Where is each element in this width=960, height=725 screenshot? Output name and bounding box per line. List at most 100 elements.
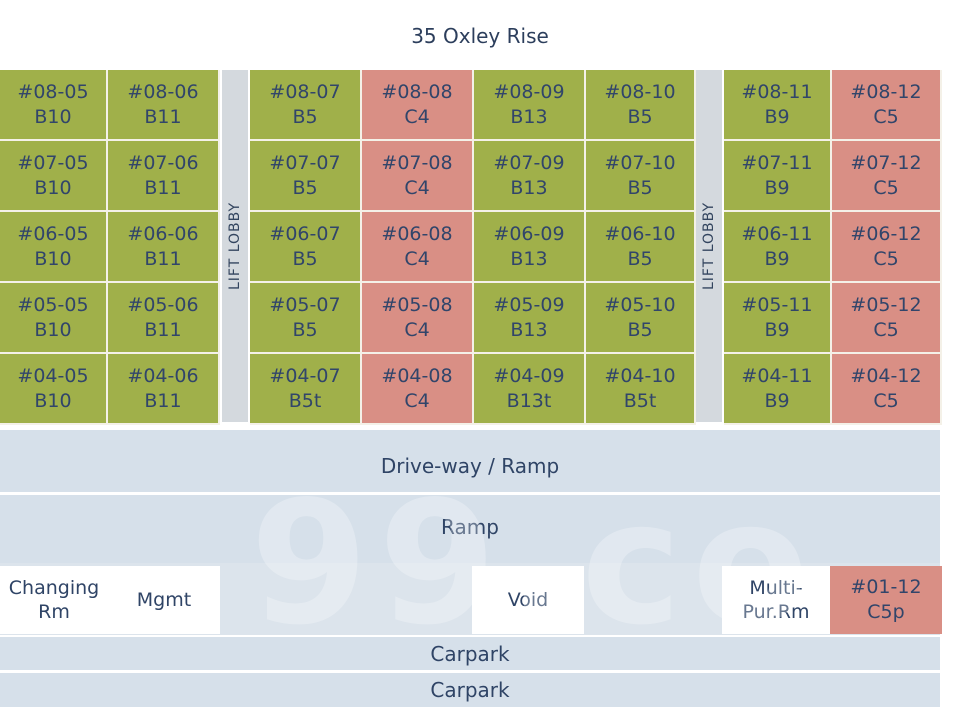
unit-number: #06-12: [850, 222, 922, 245]
unit-number: #08-10: [604, 80, 676, 103]
unit-01-12[interactable]: #01-12 C5p: [830, 566, 942, 634]
unit-08-10[interactable]: #08-10 B5: [586, 70, 696, 141]
unit-number: #04-08: [381, 364, 453, 387]
unit-07-10[interactable]: #07-10 B5: [586, 141, 696, 212]
unit-number: #07-09: [493, 151, 565, 174]
unit-06-11[interactable]: #06-11 B9: [724, 212, 832, 283]
unit-04-08[interactable]: #04-08 C4: [362, 354, 474, 425]
management-office: Mgmt: [108, 566, 220, 634]
unit-type: B9: [764, 176, 790, 199]
unit-04-12[interactable]: #04-12 C5: [832, 354, 942, 425]
unit-number: #08-11: [741, 80, 813, 103]
unit-05-11[interactable]: #05-11 B9: [724, 283, 832, 354]
unit-number: #04-07: [269, 364, 341, 387]
lift-lobby-label: LIFT LOBBY: [701, 201, 717, 291]
unit-06-10[interactable]: #06-10 B5: [586, 212, 696, 283]
unit-06-06[interactable]: #06-06 B11: [108, 212, 220, 283]
unit-07-05[interactable]: #07-05 B10: [0, 141, 108, 212]
unit-number: #08-06: [127, 80, 199, 103]
unit-type: C4: [404, 105, 430, 128]
unit-07-11[interactable]: #07-11 B9: [724, 141, 832, 212]
unit-type: B11: [144, 318, 182, 341]
unit-08-05[interactable]: #08-05 B10: [0, 70, 108, 141]
unit-type: B10: [34, 247, 72, 270]
unit-type: C4: [404, 389, 430, 412]
unit-08-11[interactable]: #08-11 B9: [724, 70, 832, 141]
unit-08-07[interactable]: #08-07 B5: [250, 70, 362, 141]
lift-lobby-label: LIFT LOBBY: [227, 201, 243, 291]
unit-04-10[interactable]: #04-10 B5t: [586, 354, 696, 425]
unit-05-05[interactable]: #05-05 B10: [0, 283, 108, 354]
driveway-label: Drive-way / Ramp: [380, 454, 560, 478]
unit-06-05[interactable]: #06-05 B10: [0, 212, 108, 283]
unit-type: B13: [510, 318, 548, 341]
unit-04-09[interactable]: #04-09 B13t: [474, 354, 586, 425]
unit-number: #08-08: [381, 80, 453, 103]
unit-number: #04-06: [127, 364, 199, 387]
unit-06-07[interactable]: #06-07 B5: [250, 212, 362, 283]
unit-type: C5: [873, 389, 899, 412]
ramp-band: Ramp: [0, 495, 940, 563]
unit-type: B13: [510, 176, 548, 199]
unit-type: B10: [34, 176, 72, 199]
unit-number: #07-08: [381, 151, 453, 174]
changing-room-label-1: Changing: [8, 577, 100, 599]
unit-type: B5: [627, 318, 653, 341]
unit-07-07[interactable]: #07-07 B5: [250, 141, 362, 212]
unit-06-12[interactable]: #06-12 C5: [832, 212, 942, 283]
unit-07-06[interactable]: #07-06 B11: [108, 141, 220, 212]
multi-purpose-label-2: Pur.Rm: [742, 601, 810, 623]
unit-04-06[interactable]: #04-06 B11: [108, 354, 220, 425]
changing-room-label-2: Rm: [38, 601, 70, 623]
unit-08-06[interactable]: #08-06 B11: [108, 70, 220, 141]
carpark-band-2: Carpark: [0, 673, 940, 707]
unit-number: #06-10: [604, 222, 676, 245]
unit-type: C5: [873, 176, 899, 199]
carpark-label-2: Carpark: [430, 678, 510, 702]
unit-type: C5p: [867, 601, 905, 623]
unit-04-07[interactable]: #04-07 B5t: [250, 354, 362, 425]
unit-number: #07-10: [604, 151, 676, 174]
unit-type: C5: [873, 247, 899, 270]
unit-type: B9: [764, 389, 790, 412]
lift-lobby-right: LIFT LOBBY: [696, 70, 722, 422]
driveway-band: Drive-way / Ramp: [0, 430, 940, 492]
unit-06-08[interactable]: #06-08 C4: [362, 212, 474, 283]
unit-type: C4: [404, 318, 430, 341]
unit-type: B9: [764, 247, 790, 270]
unit-05-08[interactable]: #05-08 C4: [362, 283, 474, 354]
unit-06-09[interactable]: #06-09 B13: [474, 212, 586, 283]
unit-number: #08-12: [850, 80, 922, 103]
unit-type: B5t: [623, 389, 657, 412]
unit-05-07[interactable]: #05-07 B5: [250, 283, 362, 354]
unit-type: B10: [34, 389, 72, 412]
unit-04-05[interactable]: #04-05 B10: [0, 354, 108, 425]
unit-number: #01-12: [850, 576, 922, 598]
unit-type: B5: [292, 105, 318, 128]
unit-07-08[interactable]: #07-08 C4: [362, 141, 474, 212]
management-label: Mgmt: [136, 589, 192, 611]
unit-type: B9: [764, 318, 790, 341]
unit-04-11[interactable]: #04-11 B9: [724, 354, 832, 425]
unit-type: B5: [627, 105, 653, 128]
unit-08-12[interactable]: #08-12 C5: [832, 70, 942, 141]
unit-07-12[interactable]: #07-12 C5: [832, 141, 942, 212]
unit-type: B5: [292, 247, 318, 270]
unit-05-12[interactable]: #05-12 C5: [832, 283, 942, 354]
unit-05-06[interactable]: #05-06 B11: [108, 283, 220, 354]
unit-type: C5: [873, 318, 899, 341]
unit-08-08[interactable]: #08-08 C4: [362, 70, 474, 141]
unit-05-09[interactable]: #05-09 B13: [474, 283, 586, 354]
unit-type: B5: [292, 176, 318, 199]
unit-number: #06-08: [381, 222, 453, 245]
unit-type: B13: [510, 105, 548, 128]
unit-number: #08-09: [493, 80, 565, 103]
unit-07-09[interactable]: #07-09 B13: [474, 141, 586, 212]
unit-number: #05-11: [741, 293, 813, 316]
unit-number: #07-07: [269, 151, 341, 174]
unit-number: #05-05: [17, 293, 89, 316]
unit-type: B10: [34, 105, 72, 128]
unit-number: #07-06: [127, 151, 199, 174]
unit-08-09[interactable]: #08-09 B13: [474, 70, 586, 141]
unit-05-10[interactable]: #05-10 B5: [586, 283, 696, 354]
